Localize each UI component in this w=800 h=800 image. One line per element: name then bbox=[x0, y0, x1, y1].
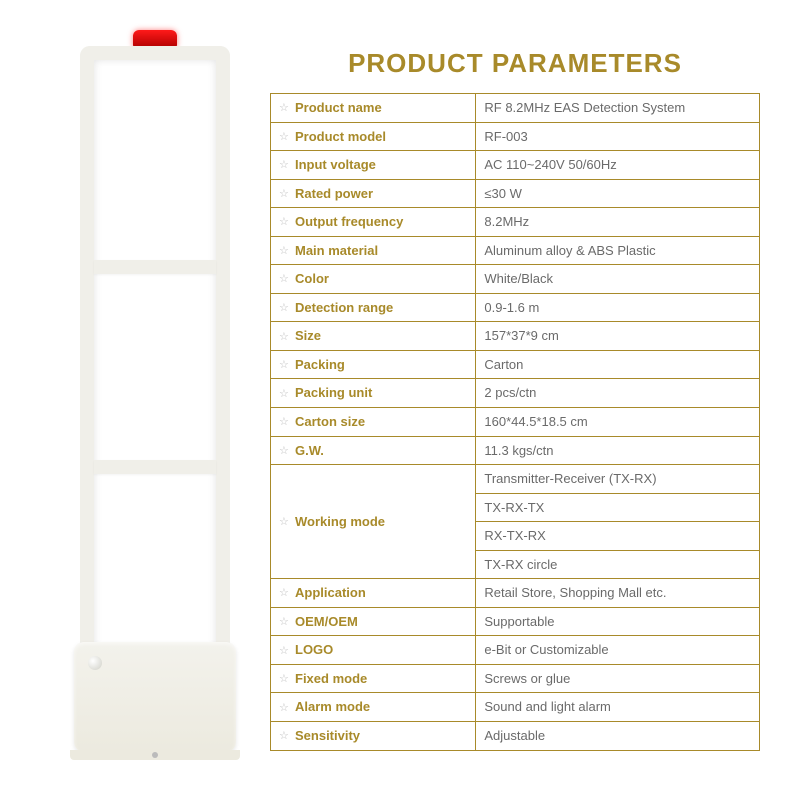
param-value: Supportable bbox=[476, 607, 760, 636]
param-value: 8.2MHz bbox=[476, 208, 760, 237]
table-row: ☆Fixed modeScrews or glue bbox=[271, 664, 760, 693]
bullet-star-icon: ☆ bbox=[279, 701, 291, 716]
param-label: ☆LOGO bbox=[271, 636, 476, 665]
param-value: TX-RX circle bbox=[476, 550, 760, 579]
antenna-crossbar bbox=[94, 260, 216, 274]
param-value: e-Bit or Customizable bbox=[476, 636, 760, 665]
param-label: ☆Product name bbox=[271, 94, 476, 123]
param-label: ☆Product model bbox=[271, 122, 476, 151]
bullet-star-icon: ☆ bbox=[279, 187, 291, 202]
param-value: 0.9-1.6 m bbox=[476, 293, 760, 322]
bullet-star-icon: ☆ bbox=[279, 415, 291, 430]
table-row: ☆Output frequency8.2MHz bbox=[271, 208, 760, 237]
param-value: Screws or glue bbox=[476, 664, 760, 693]
param-label: ☆Main material bbox=[271, 236, 476, 265]
table-row: ☆Alarm modeSound and light alarm bbox=[271, 693, 760, 722]
param-label: ☆G.W. bbox=[271, 436, 476, 465]
param-value: Carton bbox=[476, 350, 760, 379]
parameters-table: ☆Product nameRF 8.2MHz EAS Detection Sys… bbox=[270, 93, 760, 751]
table-row: ☆PackingCarton bbox=[271, 350, 760, 379]
table-row: ☆Rated power≤30 W bbox=[271, 179, 760, 208]
bullet-star-icon: ☆ bbox=[279, 158, 291, 173]
param-label: ☆Application bbox=[271, 579, 476, 608]
bullet-star-icon: ☆ bbox=[279, 272, 291, 287]
table-row: ☆ColorWhite/Black bbox=[271, 265, 760, 294]
spec-panel: PRODUCT PARAMETERS ☆Product nameRF 8.2MH… bbox=[260, 0, 800, 800]
param-value: Sound and light alarm bbox=[476, 693, 760, 722]
bullet-star-icon: ☆ bbox=[279, 444, 291, 459]
param-value: 2 pcs/ctn bbox=[476, 379, 760, 408]
panel-title: PRODUCT PARAMETERS bbox=[270, 48, 760, 79]
param-label: ☆Color bbox=[271, 265, 476, 294]
bullet-star-icon: ☆ bbox=[279, 729, 291, 744]
param-label: ☆Detection range bbox=[271, 293, 476, 322]
table-row: ☆SensitivityAdjustable bbox=[271, 722, 760, 751]
bullet-star-icon: ☆ bbox=[279, 244, 291, 259]
bullet-star-icon: ☆ bbox=[279, 586, 291, 601]
param-value: RF-003 bbox=[476, 122, 760, 151]
param-value: RX-TX-RX bbox=[476, 522, 760, 551]
param-label: ☆Sensitivity bbox=[271, 722, 476, 751]
bullet-star-icon: ☆ bbox=[279, 130, 291, 145]
table-row: ☆G.W.11.3 kgs/ctn bbox=[271, 436, 760, 465]
param-label: ☆Working mode bbox=[271, 465, 476, 579]
param-label: ☆OEM/OEM bbox=[271, 607, 476, 636]
product-image bbox=[0, 0, 260, 800]
table-row: ☆OEM/OEMSupportable bbox=[271, 607, 760, 636]
page-container: PRODUCT PARAMETERS ☆Product nameRF 8.2MH… bbox=[0, 0, 800, 800]
param-value: 11.3 kgs/ctn bbox=[476, 436, 760, 465]
table-row: ☆Packing unit2 pcs/ctn bbox=[271, 379, 760, 408]
bullet-star-icon: ☆ bbox=[279, 101, 291, 116]
table-row: ☆Carton size160*44.5*18.5 cm bbox=[271, 408, 760, 437]
bullet-star-icon: ☆ bbox=[279, 515, 291, 530]
bullet-star-icon: ☆ bbox=[279, 644, 291, 659]
param-label: ☆Packing unit bbox=[271, 379, 476, 408]
param-value: 160*44.5*18.5 cm bbox=[476, 408, 760, 437]
param-label: ☆Output frequency bbox=[271, 208, 476, 237]
antenna-foot bbox=[70, 750, 240, 760]
table-row: ☆Size157*37*9 cm bbox=[271, 322, 760, 351]
screw-icon bbox=[152, 752, 158, 758]
param-value: TX-RX-TX bbox=[476, 493, 760, 522]
param-label: ☆Fixed mode bbox=[271, 664, 476, 693]
bullet-star-icon: ☆ bbox=[279, 215, 291, 230]
param-value: Aluminum alloy & ABS Plastic bbox=[476, 236, 760, 265]
param-value: Retail Store, Shopping Mall etc. bbox=[476, 579, 760, 608]
table-row: ☆Product modelRF-003 bbox=[271, 122, 760, 151]
antenna-illustration bbox=[80, 30, 230, 760]
bullet-star-icon: ☆ bbox=[279, 615, 291, 630]
param-value: White/Black bbox=[476, 265, 760, 294]
param-label: ☆Packing bbox=[271, 350, 476, 379]
param-label: ☆Input voltage bbox=[271, 151, 476, 180]
bullet-star-icon: ☆ bbox=[279, 387, 291, 402]
indicator-dot-icon bbox=[88, 656, 102, 670]
bullet-star-icon: ☆ bbox=[279, 358, 291, 373]
param-label: ☆Carton size bbox=[271, 408, 476, 437]
param-value: 157*37*9 cm bbox=[476, 322, 760, 351]
bullet-star-icon: ☆ bbox=[279, 672, 291, 687]
table-row: ☆Detection range0.9-1.6 m bbox=[271, 293, 760, 322]
param-label: ☆Rated power bbox=[271, 179, 476, 208]
bullet-star-icon: ☆ bbox=[279, 330, 291, 345]
table-row: ☆Main materialAluminum alloy & ABS Plast… bbox=[271, 236, 760, 265]
table-row: ☆Product nameRF 8.2MHz EAS Detection Sys… bbox=[271, 94, 760, 123]
table-row: ☆Working modeTransmitter-Receiver (TX-RX… bbox=[271, 465, 760, 494]
antenna-crossbar bbox=[94, 460, 216, 474]
param-value: Adjustable bbox=[476, 722, 760, 751]
param-value: Transmitter-Receiver (TX-RX) bbox=[476, 465, 760, 494]
antenna-base bbox=[74, 642, 236, 752]
bullet-star-icon: ☆ bbox=[279, 301, 291, 316]
table-row: ☆Input voltageAC 110~240V 50/60Hz bbox=[271, 151, 760, 180]
param-label: ☆Size bbox=[271, 322, 476, 351]
table-row: ☆ApplicationRetail Store, Shopping Mall … bbox=[271, 579, 760, 608]
param-value: ≤30 W bbox=[476, 179, 760, 208]
table-row: ☆LOGOe-Bit or Customizable bbox=[271, 636, 760, 665]
antenna-frame bbox=[80, 46, 230, 661]
param-value: AC 110~240V 50/60Hz bbox=[476, 151, 760, 180]
param-label: ☆Alarm mode bbox=[271, 693, 476, 722]
param-value: RF 8.2MHz EAS Detection System bbox=[476, 94, 760, 123]
